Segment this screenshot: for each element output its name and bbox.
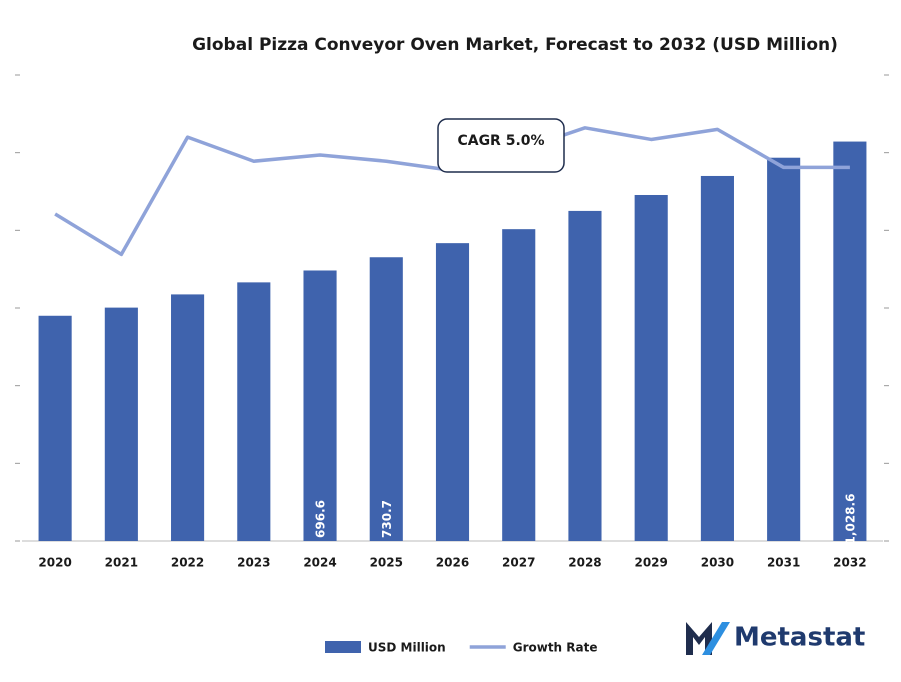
chart-title: Global Pizza Conveyor Oven Market, Forec…: [192, 35, 838, 55]
bar: [171, 294, 205, 541]
bar: [369, 257, 403, 541]
bar: [767, 157, 801, 541]
logo: Metastat: [686, 622, 865, 655]
data-label: 696.6: [314, 500, 328, 538]
x-tick-label: 2022: [171, 556, 204, 570]
logo-icon: [686, 622, 712, 655]
x-tick-label: 2032: [833, 556, 866, 570]
x-tick-label: 2020: [38, 556, 71, 570]
data-label: 730.7: [380, 500, 394, 538]
x-tick-label: 2029: [634, 556, 667, 570]
legend-swatch: [325, 641, 361, 653]
legend-label: Growth Rate: [513, 641, 598, 655]
x-tick-label: 2024: [303, 556, 336, 570]
x-tick-label: 2027: [502, 556, 535, 570]
x-tick-label: 2028: [568, 556, 601, 570]
bar: [303, 270, 337, 541]
logo-icon: [702, 622, 730, 655]
bar: [700, 175, 734, 541]
bar: [568, 210, 602, 541]
bar: [237, 282, 271, 541]
bar: [502, 229, 536, 541]
bar: [634, 194, 668, 541]
x-tick-label: 2023: [237, 556, 270, 570]
x-tick-label: 2031: [767, 556, 800, 570]
annotation: CAGR 5.0%: [457, 133, 544, 149]
logo-text: Metastat: [734, 623, 865, 653]
bar: [38, 315, 72, 541]
bar: [833, 141, 867, 541]
x-tick-label: 2030: [701, 556, 734, 570]
x-tick-label: 2025: [370, 556, 403, 570]
x-tick-label: 2021: [105, 556, 138, 570]
x-tick-label: 2026: [436, 556, 469, 570]
legend-label: USD Million: [368, 641, 446, 655]
annotation-box: [437, 118, 565, 173]
bar: [104, 307, 138, 541]
data-label: 1,028.6: [843, 494, 857, 545]
bar: [435, 243, 470, 542]
